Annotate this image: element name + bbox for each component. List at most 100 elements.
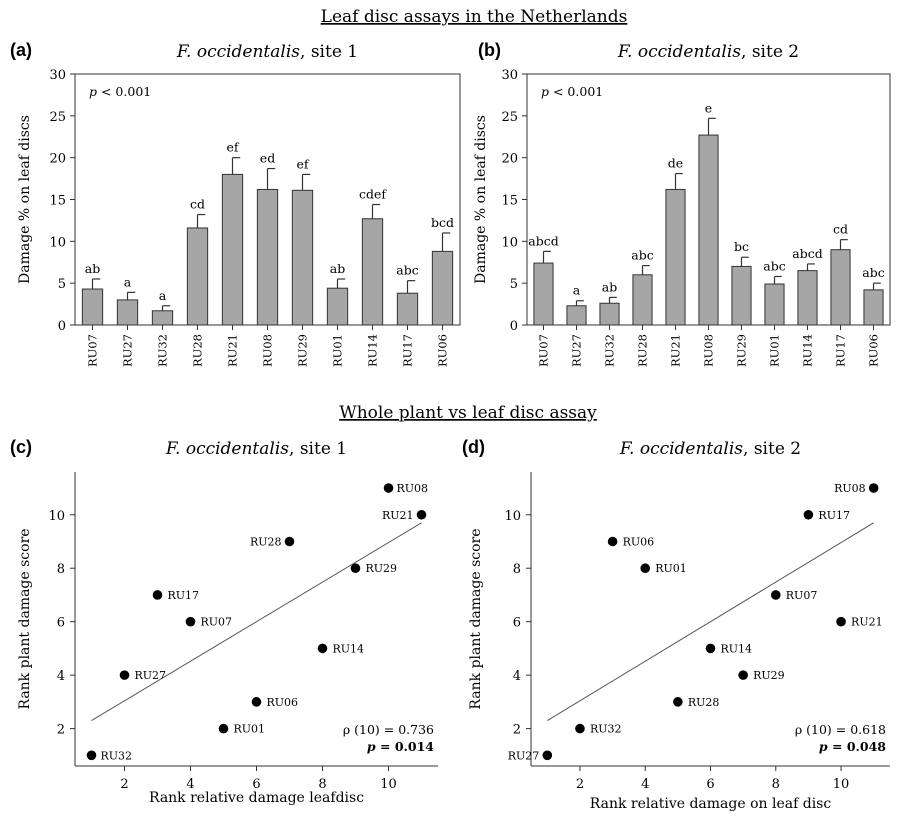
bar [566, 305, 587, 326]
category-label: RU08 [261, 334, 275, 367]
data-point [86, 750, 97, 761]
bar [863, 289, 884, 326]
trend-line [547, 522, 874, 721]
significance-letter: ab [330, 261, 345, 276]
point-label: RU21 [382, 509, 414, 522]
category-label: RU29 [296, 334, 310, 367]
significance-letter: ab [85, 261, 100, 276]
category-label: RU21 [669, 334, 683, 367]
data-point [251, 697, 262, 707]
point-label: RU17 [168, 589, 200, 602]
x-tick-label: 8 [318, 777, 326, 792]
significance-letter: ef [296, 156, 309, 171]
data-point [836, 616, 846, 627]
significance-letter: bc [734, 239, 749, 254]
significance-letter: ab [602, 279, 617, 294]
category-label: RU27 [121, 334, 135, 367]
bar [151, 310, 174, 326]
significance-letter: cd [190, 197, 205, 212]
panel-title-site: , site 1 [289, 439, 347, 459]
p-value-text: = 0.048 [828, 739, 887, 754]
category-label: RU06 [867, 334, 881, 367]
bar [632, 274, 653, 326]
p-value-statistic: p = 0.048 [819, 739, 886, 754]
significance-letter: abc [862, 265, 884, 280]
data-point [868, 483, 879, 493]
p-value-statistic: p = 0.014 [367, 739, 434, 754]
category-label: RU27 [570, 334, 584, 367]
y-tick-label: 5 [510, 277, 518, 292]
y-tick-label: 10 [48, 509, 65, 524]
panel-letter: (a) [10, 40, 32, 60]
p-symbol: p [367, 739, 376, 754]
bar [396, 292, 419, 326]
y-tick-label: 20 [49, 152, 66, 167]
bar [830, 249, 851, 326]
x-tick-label: 8 [772, 777, 780, 792]
point-label: RU01 [234, 723, 266, 736]
bar [326, 287, 349, 326]
y-tick-label: 30 [49, 68, 66, 83]
y-axis-label: Rank plant damage score [17, 528, 33, 709]
x-tick-label: 2 [120, 777, 128, 792]
y-tick-label: 10 [501, 235, 518, 250]
panel-title-species: F. occidentalis [165, 439, 289, 459]
point-label: RU29 [753, 669, 785, 682]
point-label: RU14 [721, 642, 753, 655]
panel-title: F. occidentalis, site 2 [619, 439, 801, 459]
significance-letter: abc [763, 258, 785, 273]
data-point [416, 509, 427, 520]
data-point [607, 536, 618, 547]
panel-title: F. occidentalis, site 1 [165, 439, 347, 459]
significance-letter: cd [833, 222, 848, 237]
bar [221, 173, 244, 326]
point-label: RU17 [818, 509, 850, 522]
p-symbol: p [819, 739, 828, 754]
bar [81, 288, 104, 326]
trend-line [91, 522, 422, 721]
p-value-annotation: p < 0.001 [89, 84, 151, 99]
significance-letter: ed [260, 151, 275, 166]
panel-title-species: F. occidentalis [176, 42, 300, 62]
x-tick-label: 2 [576, 777, 584, 792]
point-label: RU27 [508, 749, 540, 762]
data-point [640, 563, 651, 574]
significance-letter: bcd [431, 215, 454, 230]
data-point [119, 670, 130, 680]
category-label: RU07 [86, 334, 100, 367]
bar [431, 250, 454, 326]
significance-letter: abc [631, 248, 653, 263]
y-tick-label: 6 [57, 616, 65, 631]
panel-title-site: , site 1 [300, 42, 358, 62]
data-point [350, 563, 361, 574]
panel-title-species: F. occidentalis [619, 439, 743, 459]
bar [599, 302, 620, 326]
data-point [317, 643, 328, 654]
panel-title-site: , site 2 [743, 439, 801, 459]
bar [797, 270, 818, 326]
data-point [770, 590, 781, 600]
p-symbol: p [541, 84, 549, 99]
panel-title: F. occidentalis, site 1 [176, 42, 358, 62]
data-point [152, 590, 163, 600]
category-label: RU28 [636, 334, 650, 367]
y-tick-label: 2 [57, 723, 65, 738]
category-label: RU14 [366, 334, 380, 367]
y-axis-label: Rank plant damage score [468, 528, 484, 709]
data-point [803, 509, 814, 520]
point-label: RU08 [397, 482, 429, 495]
data-point [673, 697, 683, 707]
category-label: RU32 [603, 334, 617, 367]
y-tick-label: 10 [504, 509, 521, 524]
point-label: RU06 [623, 535, 655, 548]
point-label: RU07 [201, 616, 233, 629]
category-label: RU01 [768, 334, 782, 367]
data-point [284, 536, 295, 547]
y-tick-label: 20 [501, 152, 518, 167]
data-point [705, 643, 716, 654]
category-label: RU01 [331, 334, 345, 367]
x-tick-label: 10 [833, 777, 850, 792]
panel-title-site: , site 2 [741, 42, 799, 62]
x-axis-label: Rank relative damage leafdisc [149, 790, 364, 806]
data-point [738, 670, 748, 680]
